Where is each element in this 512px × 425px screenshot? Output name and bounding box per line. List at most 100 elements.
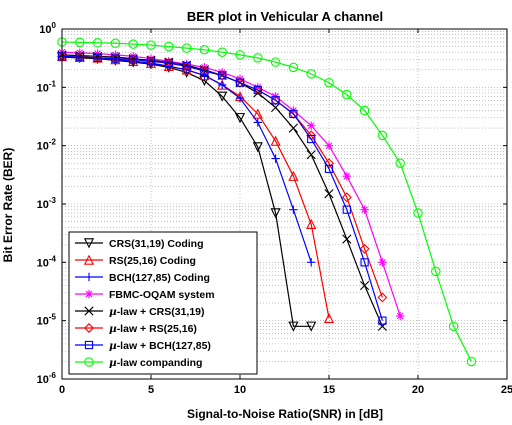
series-point bbox=[218, 80, 227, 90]
series-point bbox=[270, 57, 281, 67]
legend-item: µ-law + BCH(127,85) bbox=[75, 340, 211, 352]
series-point bbox=[271, 96, 280, 105]
series-point bbox=[324, 158, 334, 169]
y-tick-label: 10-4 bbox=[37, 254, 57, 269]
legend-marker bbox=[84, 306, 94, 316]
series-line bbox=[61, 55, 312, 263]
series-point bbox=[395, 158, 405, 168]
series-line bbox=[61, 41, 472, 362]
series-point bbox=[217, 70, 228, 81]
series-point bbox=[307, 258, 316, 267]
series-point bbox=[306, 69, 316, 79]
series-point bbox=[342, 171, 351, 181]
legend-label: FBMC-OQAM system bbox=[109, 289, 215, 301]
series-point bbox=[431, 266, 441, 277]
series-point bbox=[164, 59, 173, 68]
legend-label: µ-law + CRS(31,19) bbox=[109, 306, 205, 318]
series-point bbox=[252, 108, 263, 119]
series-point bbox=[307, 121, 316, 130]
series-point bbox=[360, 205, 369, 214]
series-point bbox=[199, 45, 210, 55]
series-8 bbox=[57, 37, 477, 367]
legend-label: CRS(31,19) Coding bbox=[109, 238, 204, 250]
series-point bbox=[342, 89, 352, 100]
series-point bbox=[306, 321, 317, 332]
series-point bbox=[253, 88, 263, 98]
legend-label: RS(25,16) Coding bbox=[109, 255, 196, 267]
legend-item: RS(25,16) Coding bbox=[75, 254, 196, 267]
y-tick-label: 100 bbox=[39, 21, 56, 36]
y-tick-label: 10-3 bbox=[37, 196, 57, 211]
series-point bbox=[271, 102, 281, 113]
y-tick-label: 10-6 bbox=[37, 371, 57, 386]
series-point bbox=[359, 243, 370, 254]
series-point bbox=[289, 205, 298, 214]
series-point bbox=[288, 321, 299, 332]
series-point bbox=[74, 52, 85, 63]
series-point bbox=[92, 52, 103, 63]
legend-marker bbox=[84, 289, 94, 299]
series-point bbox=[234, 113, 246, 124]
series-point bbox=[128, 54, 139, 65]
x-ticks: 0 5 10 15 20 25 bbox=[59, 29, 512, 396]
y-axis-label: Bit Error Rate (BER) bbox=[1, 148, 15, 263]
legend-marker bbox=[84, 323, 94, 333]
x-tick-label: 15 bbox=[323, 384, 335, 396]
series-point bbox=[129, 55, 138, 64]
series-point bbox=[466, 356, 477, 367]
series-point bbox=[324, 141, 334, 150]
series-point bbox=[110, 38, 121, 48]
series-point bbox=[288, 123, 298, 133]
series-point bbox=[324, 164, 334, 173]
series-point bbox=[271, 154, 280, 163]
series-point bbox=[218, 68, 227, 77]
series-point bbox=[270, 208, 281, 219]
series-point bbox=[217, 47, 227, 57]
series-point bbox=[235, 94, 245, 103]
legend-marker bbox=[84, 357, 94, 367]
series-point bbox=[199, 66, 210, 77]
series-point bbox=[253, 53, 263, 63]
grid bbox=[62, 29, 507, 379]
series-point bbox=[306, 218, 317, 229]
series-point bbox=[253, 85, 262, 95]
y-tick-label: 10-5 bbox=[37, 313, 57, 328]
legend-marker bbox=[83, 238, 95, 249]
legend-item: CRS(31,19) Coding bbox=[75, 238, 204, 250]
series-point bbox=[182, 62, 191, 71]
legend-item: µ-law companding bbox=[75, 357, 202, 369]
legend-label: µ-law + RS(25,16) bbox=[109, 323, 197, 335]
chart-title: BER plot in Vehicular A channel bbox=[187, 9, 383, 24]
series-point bbox=[110, 53, 121, 64]
legend-label: BCH(127,85) Coding bbox=[109, 272, 210, 284]
series-point bbox=[93, 53, 102, 62]
series-point bbox=[146, 54, 156, 63]
series-point bbox=[164, 41, 174, 52]
legend-item: µ-law + RS(25,16) bbox=[75, 323, 197, 335]
legend-label: µ-law + BCH(127,85) bbox=[109, 340, 211, 352]
legend: CRS(31,19) Coding RS(25,16) Coding BCH(127… bbox=[68, 231, 258, 375]
series-point bbox=[359, 105, 370, 116]
legend-marker bbox=[84, 340, 94, 350]
series-point bbox=[360, 280, 370, 291]
series-point bbox=[378, 316, 387, 325]
series-7 bbox=[57, 52, 387, 325]
series-point bbox=[306, 150, 316, 160]
series-point bbox=[324, 77, 334, 88]
series-point bbox=[288, 62, 299, 73]
legend-marker bbox=[84, 272, 94, 282]
x-tick-label: 20 bbox=[412, 384, 424, 396]
series-point bbox=[181, 61, 192, 72]
series-point bbox=[146, 57, 156, 66]
series-point bbox=[163, 58, 174, 69]
series-point bbox=[378, 258, 387, 267]
series-point bbox=[288, 170, 299, 181]
series-point bbox=[111, 54, 120, 63]
legend-label: µ-law companding bbox=[109, 357, 202, 369]
y-ticks: 100 10-1 10-2 10-3 10-4 10-5 10-6 bbox=[37, 21, 507, 386]
series-point bbox=[413, 208, 423, 218]
series-point bbox=[448, 321, 459, 332]
series-point bbox=[235, 50, 245, 60]
series-point bbox=[235, 78, 245, 87]
